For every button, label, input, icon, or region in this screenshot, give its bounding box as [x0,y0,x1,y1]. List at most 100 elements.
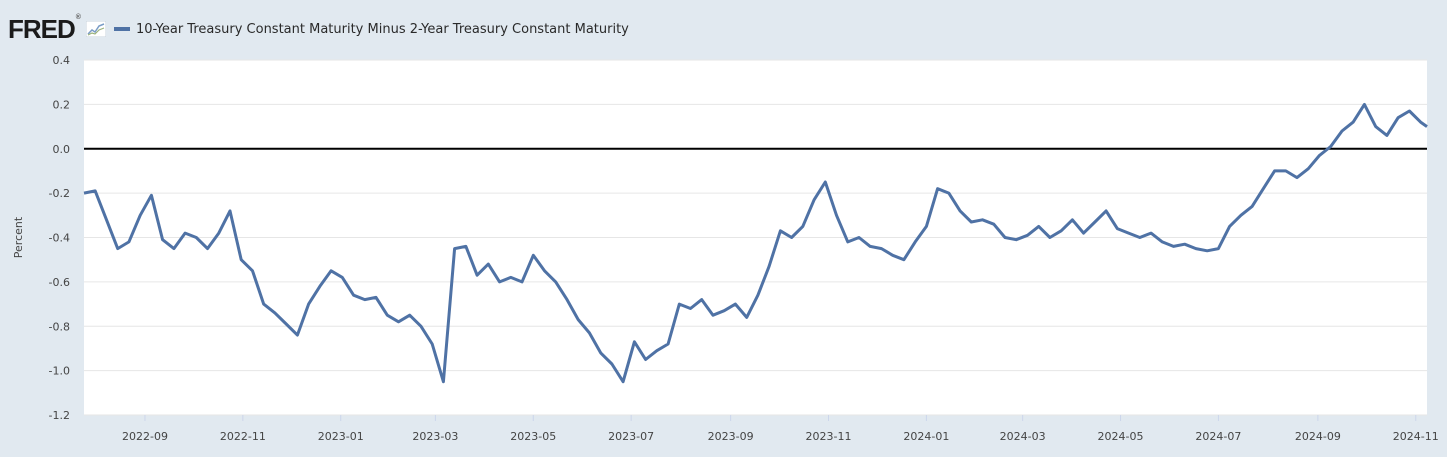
data-point[interactable] [104,218,108,222]
data-point[interactable] [621,380,625,384]
data-point[interactable] [981,218,985,222]
data-point[interactable] [1329,145,1333,149]
data-point[interactable] [1115,227,1119,231]
data-point[interactable] [250,269,254,273]
data-point[interactable] [138,213,142,217]
data-point[interactable] [756,293,760,297]
data-point[interactable] [486,262,490,266]
data-point[interactable] [284,322,288,326]
data-point[interactable] [1239,213,1243,217]
data-point[interactable] [599,351,603,355]
data-point[interactable] [924,224,928,228]
data-point[interactable] [868,244,872,248]
data-point[interactable] [172,247,176,251]
data-point[interactable] [1160,240,1164,244]
data-point[interactable] [1306,167,1310,171]
data-point[interactable] [1003,236,1007,240]
data-point[interactable] [879,247,883,251]
data-point[interactable] [340,275,344,279]
data-point[interactable] [453,247,457,251]
data-point[interactable] [644,358,648,362]
data-point[interactable] [1216,247,1220,251]
data-point[interactable] [576,318,580,322]
data-point[interactable] [149,193,153,197]
data-point[interactable] [689,307,693,311]
data-point[interactable] [543,269,547,273]
data-point[interactable] [1284,169,1288,173]
data-point[interactable] [1425,125,1429,129]
data-point[interactable] [206,247,210,251]
data-point[interactable] [295,333,299,337]
data-point[interactable] [1419,120,1423,124]
data-point[interactable] [1295,176,1299,180]
data-point[interactable] [217,231,221,235]
data-point[interactable] [509,275,513,279]
data-point[interactable] [1228,224,1232,228]
data-point[interactable] [1205,249,1209,253]
data-point[interactable] [1014,238,1018,242]
data-point[interactable] [374,295,378,299]
data-point[interactable] [1070,218,1074,222]
data-point[interactable] [711,313,715,317]
data-point[interactable] [475,273,479,277]
data-point[interactable] [846,240,850,244]
data-point[interactable] [1025,233,1029,237]
data-point[interactable] [1250,204,1254,208]
data-point[interactable] [666,342,670,346]
data-point[interactable] [329,269,333,273]
data-point[interactable] [1037,224,1041,228]
data-point[interactable] [1317,153,1321,157]
data-point[interactable] [441,380,445,384]
data-point[interactable] [1171,244,1175,248]
data-point[interactable] [913,240,917,244]
data-point[interactable] [1138,236,1142,240]
data-point[interactable] [767,264,771,268]
data-point[interactable] [610,362,614,366]
data-point[interactable] [1385,133,1389,137]
data-point[interactable] [891,253,895,257]
data-point[interactable] [318,284,322,288]
data-point[interactable] [194,236,198,240]
data-point[interactable] [632,340,636,344]
data-point[interactable] [239,258,243,262]
fred-logo[interactable]: FRED® [8,13,81,44]
data-point[interactable] [498,280,502,284]
data-point[interactable] [430,342,434,346]
data-point[interactable] [82,191,86,195]
data-point[interactable] [812,198,816,202]
legend[interactable]: 10-Year Treasury Constant Maturity Minus… [113,22,629,37]
data-point[interactable] [1261,187,1265,191]
data-point[interactable] [352,293,356,297]
data-point[interactable] [587,331,591,335]
data-point[interactable] [655,349,659,353]
data-point[interactable] [1183,242,1187,246]
data-point[interactable] [116,247,120,251]
data-point[interactable] [127,240,131,244]
data-point[interactable] [823,180,827,184]
data-point[interactable] [1194,247,1198,251]
data-point[interactable] [835,213,839,217]
data-point[interactable] [520,280,524,284]
data-point[interactable] [408,313,412,317]
data-point[interactable] [958,209,962,213]
data-point[interactable] [790,236,794,240]
data-point[interactable] [1351,120,1355,124]
data-point[interactable] [857,236,861,240]
data-point[interactable] [1374,125,1378,129]
data-point[interactable] [363,298,367,302]
data-point[interactable] [722,309,726,313]
data-point[interactable] [801,224,805,228]
series-line[interactable] [83,102,1428,384]
data-point[interactable] [1362,102,1366,106]
data-point[interactable] [733,302,737,306]
data-point[interactable] [1048,236,1052,240]
data-point[interactable] [1127,231,1131,235]
data-point[interactable] [700,298,704,302]
data-point[interactable] [778,229,782,233]
data-point[interactable] [531,253,535,257]
data-point[interactable] [183,231,187,235]
data-point[interactable] [1104,209,1108,213]
data-point[interactable] [1093,220,1097,224]
data-point[interactable] [969,220,973,224]
